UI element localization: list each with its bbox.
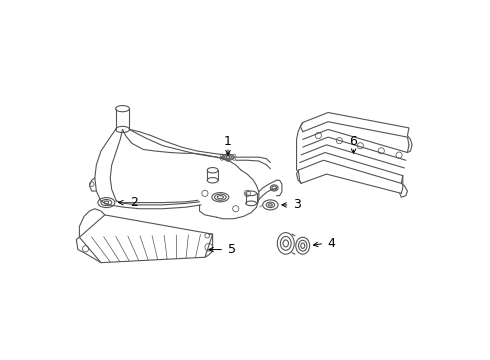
Text: 5: 5 [228,243,236,256]
Text: 6: 6 [349,135,358,148]
Text: 3: 3 [294,198,301,211]
Text: 2: 2 [130,196,138,209]
Text: 1: 1 [224,135,232,148]
Text: 4: 4 [327,237,335,250]
